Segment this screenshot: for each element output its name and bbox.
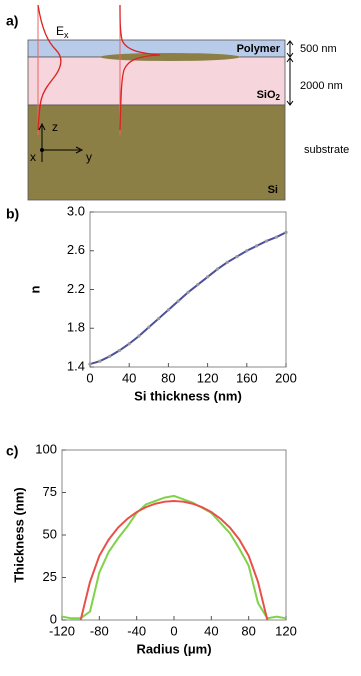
layer-name-sub: 2: [276, 93, 281, 102]
axis-origin: [40, 148, 44, 152]
data-line: [61, 494, 287, 620]
y-tick-label: 2.6: [67, 242, 85, 257]
mode-profile: [119, 4, 161, 131]
layer-name: Si: [268, 184, 278, 196]
data-point: [88, 362, 92, 366]
data-point: [166, 308, 170, 312]
x-tick-label: 0: [86, 370, 93, 385]
layer-thickness: substrate: [304, 144, 349, 156]
polymer-drop: [100, 53, 240, 61]
x-tick-label: 80: [241, 623, 255, 638]
layer-name: SiO2: [257, 89, 281, 102]
y-tick-label: 75: [43, 484, 57, 499]
x-tick-label: 40: [122, 370, 136, 385]
axis-label: x: [30, 150, 36, 164]
layer-name-main: SiO: [257, 89, 276, 101]
layer-thickness: 2000 nm: [300, 80, 343, 92]
y-tick-label: 1.8: [67, 320, 85, 335]
x-tick-label: 80: [161, 370, 175, 385]
y-tick-label: 3.0: [67, 203, 85, 218]
mode-profile: [37, 4, 62, 131]
data-point: [137, 334, 141, 338]
oxide-layer: [27, 56, 286, 106]
data-point: [235, 254, 239, 259]
data-point: [108, 354, 112, 358]
y-tick-label: 0: [50, 611, 57, 626]
y-tick-label: 25: [43, 569, 57, 584]
panel-label: b): [6, 206, 19, 222]
y-tick-label: 1.4: [67, 358, 85, 373]
y-tick-label: 2.2: [67, 281, 85, 296]
arrow-head: [75, 146, 84, 154]
field-label-sub: x: [64, 30, 69, 40]
layer-diagram: z x y Ex Polymer SiO2 Si 500 nm 2000 nm …: [27, 4, 349, 201]
x-tick-label: 0: [170, 623, 177, 638]
x-tick-label: 120: [197, 370, 219, 385]
x-tick-label: 200: [275, 370, 297, 385]
x-tick-label: -80: [90, 623, 109, 638]
y-axis-label: n: [27, 285, 42, 293]
x-tick-label: -40: [127, 623, 146, 638]
thickness-bracket: [286, 40, 294, 58]
data-point: [186, 290, 190, 295]
plot-frame: [61, 449, 287, 621]
x-tick-label: -120: [49, 623, 75, 638]
data-point: [264, 239, 268, 243]
data-point: [215, 267, 219, 271]
thickness-bracket: [286, 57, 294, 106]
data-point: [225, 260, 229, 264]
data-point: [245, 249, 249, 253]
data-point: [98, 359, 102, 363]
field-label-main: E: [56, 24, 64, 38]
data-point: [255, 244, 259, 248]
arrow-head: [38, 122, 46, 131]
data-point: [206, 275, 210, 279]
data-point: [196, 283, 200, 287]
y-tick-label: 100: [35, 441, 57, 456]
data-point: [127, 342, 131, 346]
x-tick-label: 160: [236, 370, 258, 385]
x-axis-label: Radius (μm): [136, 641, 211, 656]
data-point: [157, 316, 161, 321]
data-point: [274, 235, 278, 239]
x-tick-label: 120: [275, 623, 297, 638]
plot-frame: [89, 211, 287, 368]
data-line: [89, 231, 287, 366]
data-point: [147, 325, 151, 329]
axis-label: z: [52, 120, 58, 134]
data-point: [117, 348, 121, 353]
data-line: [79, 499, 269, 621]
layer-thickness: 500 nm: [300, 43, 337, 55]
data-point: [176, 299, 180, 303]
data-point: [284, 230, 288, 234]
y-tick-label: 50: [43, 526, 57, 541]
field-label: Ex: [56, 24, 69, 40]
panel-label: a): [6, 13, 18, 29]
substrate-layer: [27, 104, 286, 201]
panel-label: c): [6, 443, 18, 459]
axis-label: y: [86, 150, 92, 164]
y-axis-label: Thickness (nm): [11, 487, 26, 582]
x-tick-label: 40: [204, 623, 218, 638]
x-axis-label: Si thickness (nm): [134, 388, 242, 403]
layer-name: Polymer: [237, 43, 281, 55]
